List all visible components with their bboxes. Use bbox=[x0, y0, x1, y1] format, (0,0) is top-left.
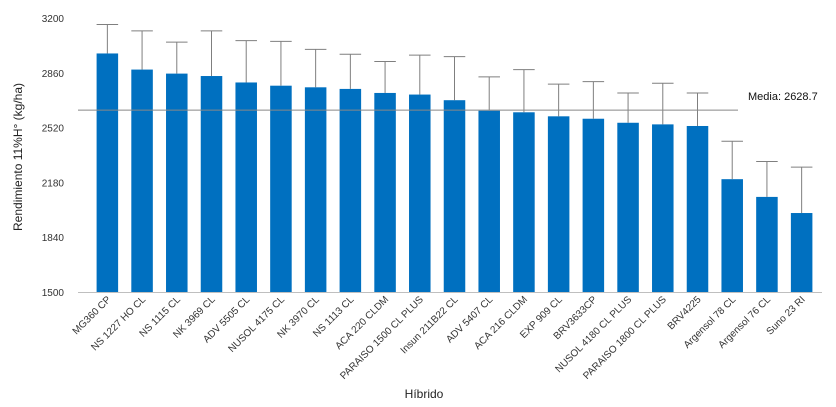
error-bars bbox=[96, 23, 813, 214]
bar bbox=[686, 125, 709, 292]
y-tick-label: 1500 bbox=[42, 288, 65, 299]
bar bbox=[200, 76, 223, 292]
bar bbox=[304, 87, 327, 293]
bars bbox=[96, 53, 813, 293]
bar bbox=[96, 53, 119, 292]
y-tick-label: 2860 bbox=[42, 69, 65, 80]
y-tick-label: 3200 bbox=[42, 14, 65, 25]
bar bbox=[166, 73, 188, 292]
y-tick-label: 2520 bbox=[42, 124, 65, 135]
bar bbox=[582, 118, 605, 292]
bar bbox=[478, 110, 500, 292]
bar bbox=[652, 124, 674, 293]
y-axis-title: Rendimiento 11%H° (kg/ha) bbox=[11, 83, 25, 231]
bar bbox=[443, 100, 466, 292]
y-tick-label: 1840 bbox=[42, 233, 65, 244]
bar bbox=[235, 82, 257, 293]
y-tick-label: 2180 bbox=[42, 178, 65, 189]
bar bbox=[131, 69, 153, 292]
bar bbox=[374, 92, 396, 293]
bar bbox=[339, 88, 362, 292]
bar bbox=[409, 94, 431, 292]
x-axis-title: Híbrido bbox=[405, 387, 444, 401]
bar bbox=[547, 116, 570, 292]
bar bbox=[756, 196, 778, 292]
bar bbox=[270, 85, 292, 292]
bar bbox=[790, 213, 813, 292]
mean-reference-label: Media: 2628.7 bbox=[748, 91, 818, 103]
bar bbox=[617, 122, 639, 292]
bar bbox=[721, 179, 743, 292]
bar bbox=[513, 112, 535, 292]
y-axis-ticks: 1500 1840 2180 2520 2860 3200 bbox=[42, 14, 65, 299]
